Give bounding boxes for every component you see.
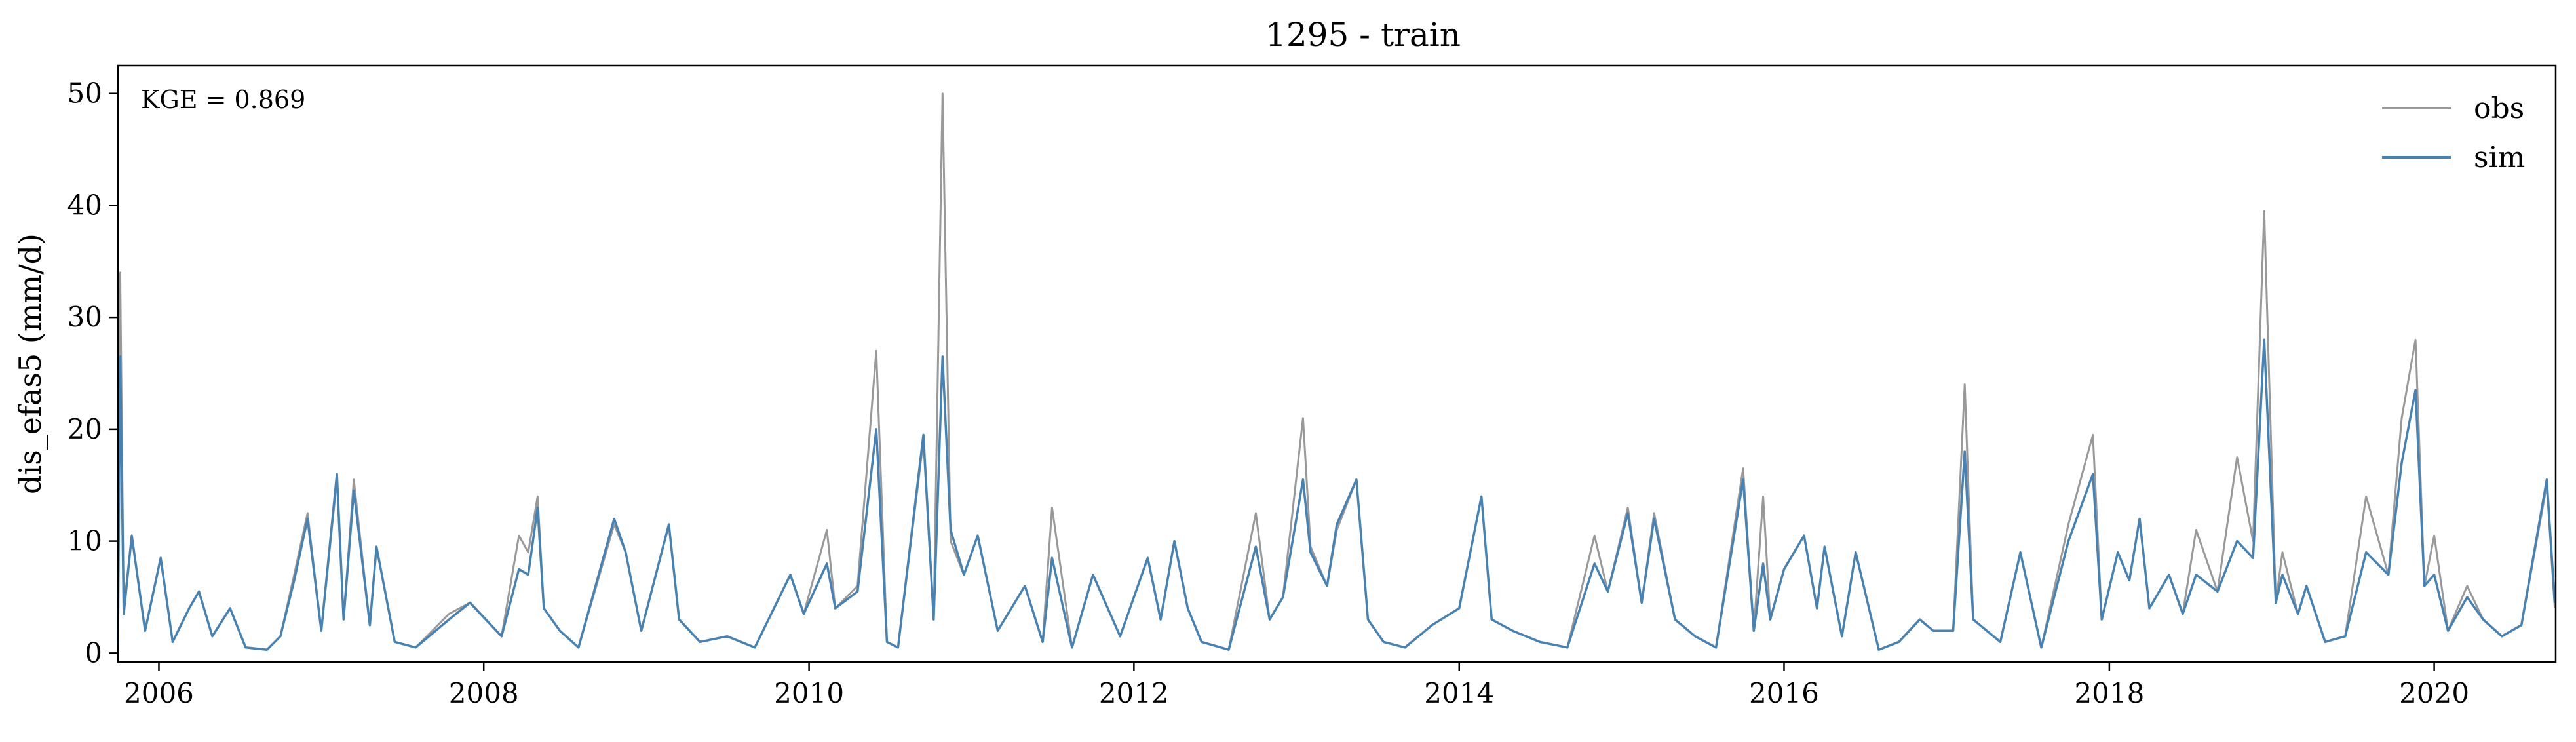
y-tick-label: 40 (67, 189, 102, 221)
plot-frame (117, 64, 2557, 663)
x-tick-label: 2012 (1099, 677, 1169, 709)
y-tick-label: 20 (67, 413, 102, 445)
plot-area (117, 92, 2556, 651)
y-axis: 0 10 20 30 40 50 (67, 77, 118, 669)
x-axis: 2006 2008 2010 2012 2014 2016 2018 2020 (124, 662, 2469, 709)
chart-title: 1295 - train (1265, 16, 1461, 54)
series-line-sim (117, 338, 2556, 651)
x-tick-label: 2008 (449, 677, 519, 709)
x-tick-label: 2014 (1424, 677, 1494, 709)
x-tick-label: 2020 (2399, 677, 2469, 709)
x-tick-label: 2006 (124, 677, 194, 709)
legend: obs sim (2382, 92, 2525, 174)
x-tick-label: 2016 (1749, 677, 1819, 709)
legend-label-sim: sim (2474, 141, 2525, 174)
legend-label-obs: obs (2474, 92, 2524, 125)
y-tick-label: 30 (67, 301, 102, 333)
y-tick-label: 10 (67, 525, 102, 557)
y-axis-label: dis_efas5 (mm/d) (12, 233, 48, 494)
x-tick-label: 2018 (2074, 677, 2144, 709)
x-tick-label: 2010 (774, 677, 844, 709)
kge-annotation: KGE = 0.869 (141, 85, 305, 114)
y-tick-label: 0 (85, 636, 102, 669)
y-tick-label: 50 (67, 77, 102, 109)
